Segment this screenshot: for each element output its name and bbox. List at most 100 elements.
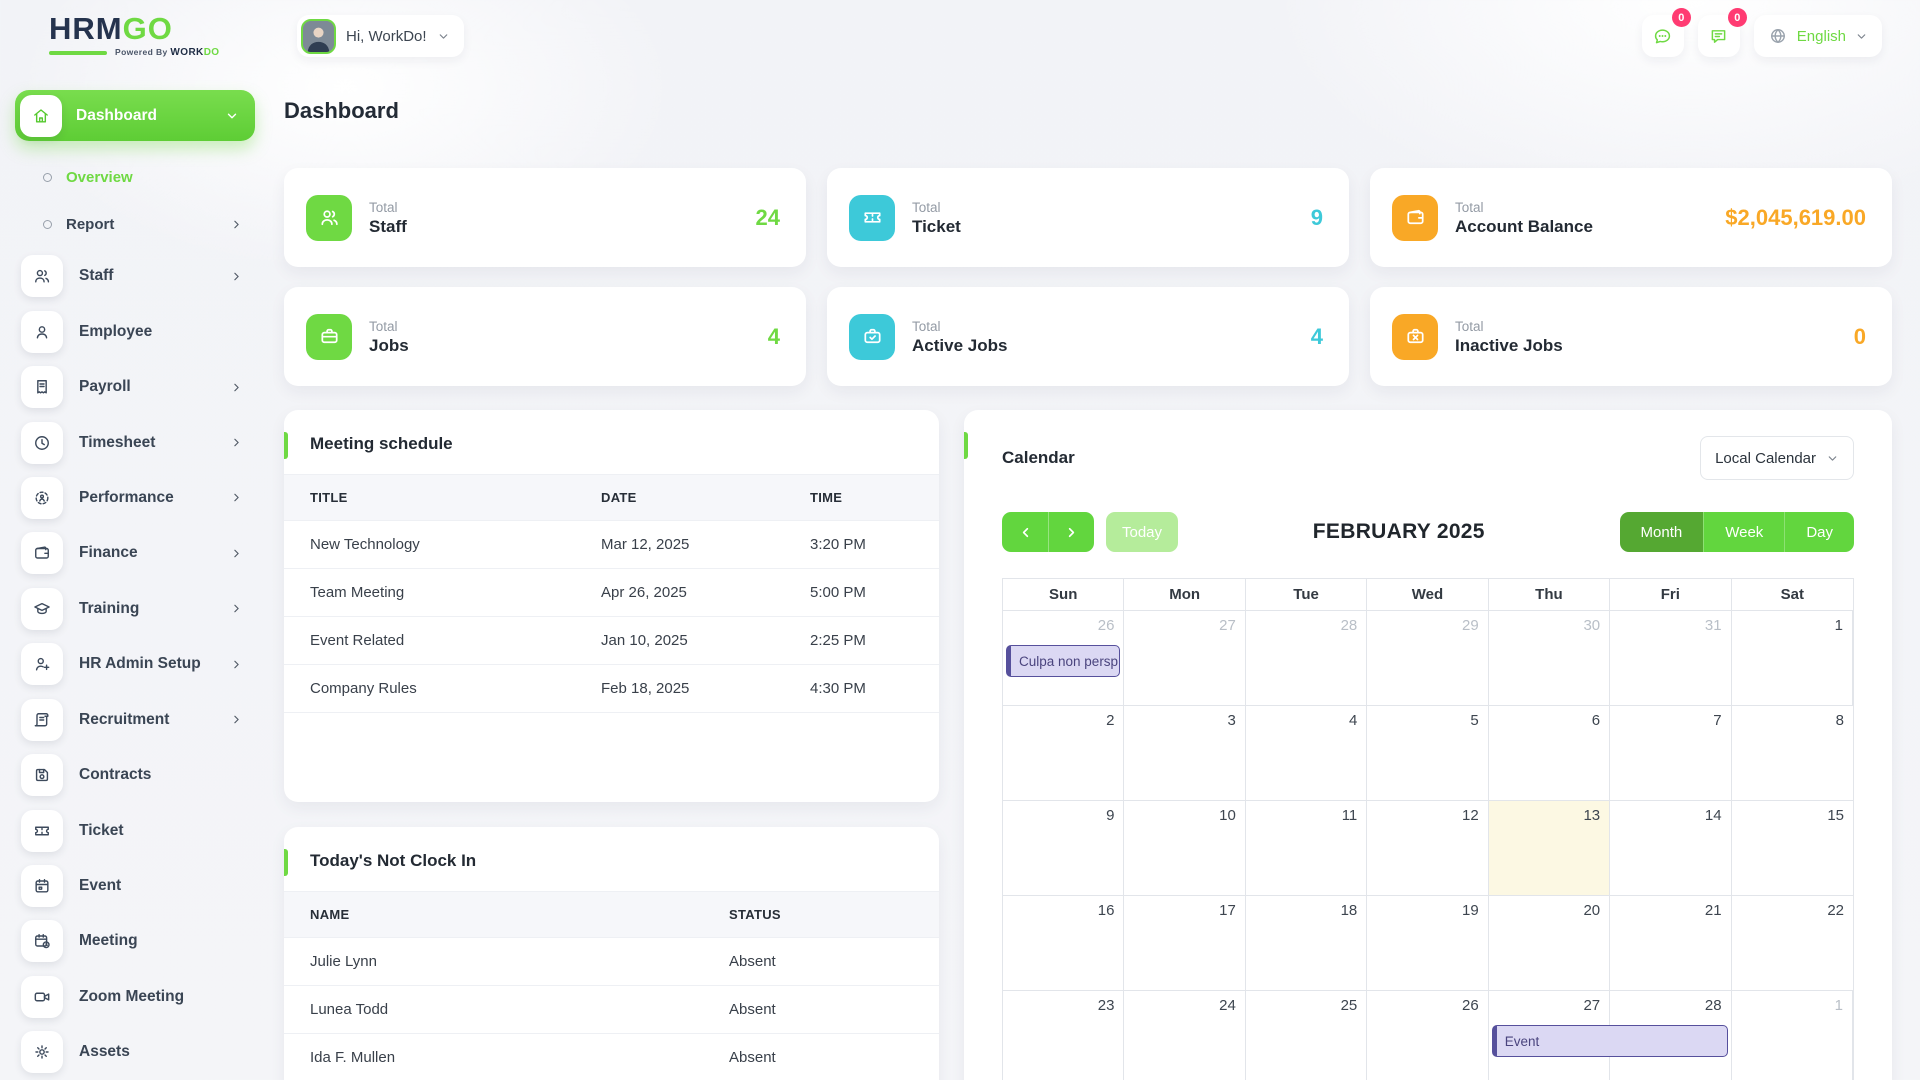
sidebar-item-meeting[interactable]: Meeting xyxy=(15,914,255,969)
calendar-day[interactable]: 5 xyxy=(1367,706,1489,800)
stat-label: Inactive Jobs xyxy=(1455,335,1563,355)
sidebar-item-label: Performance xyxy=(79,488,174,506)
weekday-label: Wed xyxy=(1367,579,1489,610)
calendar-day[interactable]: 25 xyxy=(1246,991,1368,1080)
weekday-label: Fri xyxy=(1610,579,1732,610)
app-logo[interactable]: HRMGO Powered By WORKDO xyxy=(49,13,220,58)
calendar-day[interactable]: 14 xyxy=(1610,801,1732,895)
calendar-day[interactable]: 26 xyxy=(1003,611,1125,705)
calendar-week-row: 23 24 25 26 27 28 1 Event xyxy=(1003,990,1853,1080)
globe-icon xyxy=(1768,26,1788,46)
language-selector[interactable]: English xyxy=(1753,15,1882,57)
calendar-day[interactable]: 17 xyxy=(1124,896,1246,990)
sidebar-item-contracts[interactable]: Contracts xyxy=(15,747,255,802)
notifications-button[interactable]: 0 xyxy=(1697,8,1747,57)
calendar-day[interactable]: 2 xyxy=(1003,706,1125,800)
logo-tagline: Powered By WORKDO xyxy=(115,47,220,58)
sidebar-item-ticket[interactable]: Ticket xyxy=(15,803,255,858)
calendar-day[interactable]: 22 xyxy=(1827,902,1844,919)
calendar-today-button[interactable]: Today xyxy=(1106,512,1179,552)
calendar-view-day[interactable]: Day xyxy=(1784,512,1854,552)
calendar-day[interactable]: 3 xyxy=(1124,706,1246,800)
table-cell: Apr 26, 2025 xyxy=(575,568,784,617)
calendar-day[interactable]: 28 xyxy=(1246,611,1368,705)
calendar-day-today[interactable]: 13 xyxy=(1488,801,1611,895)
user-menu[interactable]: Hi, WorkDo! xyxy=(297,15,464,57)
stat-card-staff: Total Staff 24 xyxy=(284,168,806,267)
accent-bar xyxy=(284,849,288,876)
calendar-day[interactable]: 12 xyxy=(1367,801,1489,895)
calendar-day[interactable]: 16 xyxy=(1003,896,1125,990)
sidebar-item-label: Zoom Meeting xyxy=(79,987,185,1005)
weekday-label: Mon xyxy=(1124,579,1246,610)
stat-label: Staff xyxy=(369,216,407,236)
bullet-icon xyxy=(43,220,52,230)
sidebar-item-training[interactable]: Training xyxy=(15,581,255,636)
calendar-day[interactable]: 21 xyxy=(1610,896,1732,990)
table-cell: Lunea Todd xyxy=(284,985,703,1034)
video-icon xyxy=(21,975,63,1018)
calendar-day[interactable]: 8 xyxy=(1835,712,1844,729)
calendar-day[interactable]: 23 xyxy=(1003,991,1125,1080)
calendar-day[interactable]: 1 xyxy=(1732,991,1853,1080)
sidebar-item-timesheet[interactable]: Timesheet xyxy=(15,415,255,470)
stat-prefix: Total xyxy=(369,199,398,215)
sidebar-item-label: Contracts xyxy=(79,766,152,784)
sidebar-item-hr-admin-setup[interactable]: HR Admin Setup xyxy=(15,637,255,692)
target-icon xyxy=(21,476,63,519)
calendar-event[interactable]: Culpa non persp xyxy=(1006,645,1121,677)
sidebar-item-performance[interactable]: Performance xyxy=(15,470,255,525)
calendar-view-week[interactable]: Week xyxy=(1703,512,1785,552)
calendar-day[interactable]: 6 xyxy=(1489,706,1611,800)
chat-button[interactable]: 0 xyxy=(1641,8,1691,57)
stat-value: 0 xyxy=(1853,323,1866,349)
calendar-next-button[interactable] xyxy=(1048,512,1094,552)
not-clock-in-panel: Today's Not Clock In NAME STATUS Julie Ly… xyxy=(284,827,939,1080)
sidebar-item-label: Staff xyxy=(79,267,114,285)
calendar-day[interactable]: 27 xyxy=(1124,611,1246,705)
table-cell: 5:00 PM xyxy=(784,568,939,617)
calendar-prev-button[interactable] xyxy=(1002,512,1048,552)
calendar-day[interactable]: 20 xyxy=(1489,896,1611,990)
calendar-event[interactable]: Event xyxy=(1491,1025,1728,1057)
calendar-day[interactable]: 19 xyxy=(1367,896,1489,990)
calendar-day[interactable]: 24 xyxy=(1124,991,1246,1080)
table-header-row: TITLE DATE TIME xyxy=(284,474,939,521)
cap-icon xyxy=(21,587,63,630)
sidebar-item-employee[interactable]: Employee xyxy=(15,304,255,359)
sidebar-item-assets[interactable]: Assets xyxy=(15,1025,255,1080)
briefcase-x-icon xyxy=(1392,313,1438,360)
sidebar-item-overview[interactable]: Overview xyxy=(15,153,255,201)
calendar-day[interactable]: 1 xyxy=(1732,611,1853,705)
calendar-day[interactable]: 29 xyxy=(1367,611,1489,705)
sidebar-item-recruitment[interactable]: Recruitment xyxy=(15,692,255,747)
chevron-down-icon xyxy=(225,109,239,123)
calendar-day[interactable]: 9 xyxy=(1003,801,1125,895)
calendar-weekday-row: Sun Mon Tue Wed Thu Fri Sat xyxy=(1003,579,1853,610)
sidebar-item-event[interactable]: Event xyxy=(15,858,255,913)
chevron-right-icon xyxy=(230,270,243,283)
calendar-day[interactable]: 7 xyxy=(1610,706,1732,800)
calendar-day[interactable]: 18 xyxy=(1246,896,1368,990)
calendar-view-month[interactable]: Month xyxy=(1619,512,1704,552)
sidebar-item-staff[interactable]: Staff xyxy=(15,249,255,304)
calendar-day[interactable]: 4 xyxy=(1246,706,1368,800)
calendar-day[interactable]: 28 xyxy=(1610,991,1732,1080)
table-cell: Feb 18, 2025 xyxy=(575,664,784,713)
sidebar-item-zoom-meeting[interactable]: Zoom Meeting xyxy=(15,969,255,1024)
calendar-day[interactable]: 26 xyxy=(1367,991,1489,1080)
calendar-day[interactable]: 15 xyxy=(1827,807,1844,824)
sidebar-item-finance[interactable]: Finance xyxy=(15,526,255,581)
calendar-day[interactable]: 11 xyxy=(1246,801,1368,895)
calendar-day[interactable]: 30 xyxy=(1489,611,1611,705)
sidebar-item-report[interactable]: Report xyxy=(15,201,255,249)
calendar-day[interactable]: 31 xyxy=(1610,611,1732,705)
calendar-source-select[interactable]: Local Calendar xyxy=(1700,436,1854,480)
chevron-right-icon xyxy=(230,436,243,449)
stat-value: 4 xyxy=(1310,323,1323,349)
notifications-badge: 0 xyxy=(1727,8,1747,27)
sidebar-item-dashboard[interactable]: Dashboard xyxy=(15,90,255,142)
calendar-day[interactable]: 10 xyxy=(1124,801,1246,895)
table-row: Event Related Jan 10, 2025 2:25 PM xyxy=(284,616,939,665)
sidebar-item-payroll[interactable]: Payroll xyxy=(15,359,255,414)
